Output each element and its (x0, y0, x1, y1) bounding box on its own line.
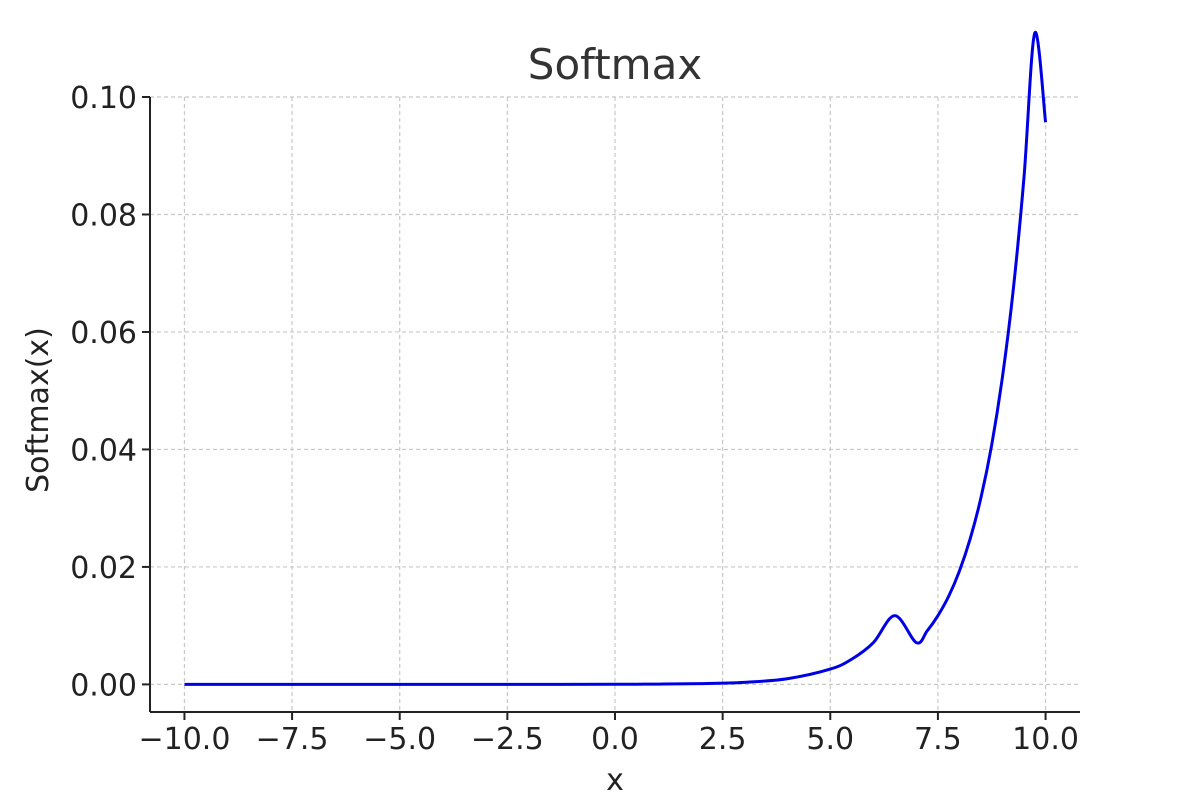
x-tick-label: 0.0 (591, 722, 639, 757)
x-axis-label: x (606, 763, 624, 798)
x-tick-label: 7.5 (914, 722, 962, 757)
y-tick-label: 0.06 (70, 316, 137, 351)
series-layer (184, 31, 1048, 686)
x-tick-label: −2.5 (471, 722, 544, 757)
x-tick-label: 5.0 (806, 722, 854, 757)
y-ticks: 0.00 0.02 0.04 0.06 0.08 0.10 (70, 81, 150, 703)
y-tick-label: 0.02 (70, 551, 137, 586)
x-tick-label: −7.5 (256, 722, 329, 757)
y-axis-label: Softmax(x) (21, 327, 56, 493)
x-tick-label: −10.0 (138, 722, 230, 757)
chart-title: Softmax (528, 40, 702, 89)
y-tick-label: 0.10 (70, 81, 137, 116)
y-tick-label: 0.00 (70, 668, 137, 703)
x-ticks: −10.0 −7.5 −5.0 −2.5 0.0 2.5 5.0 7.5 10.0 (138, 712, 1079, 757)
grid (150, 96, 1080, 712)
y-tick-label: 0.08 (70, 198, 137, 233)
x-tick-label: 10.0 (1012, 722, 1079, 757)
y-tick-label: 0.04 (70, 433, 137, 468)
softmax-line (184, 31, 1048, 686)
x-tick-label: −5.0 (363, 722, 436, 757)
x-tick-label: 2.5 (699, 722, 747, 757)
